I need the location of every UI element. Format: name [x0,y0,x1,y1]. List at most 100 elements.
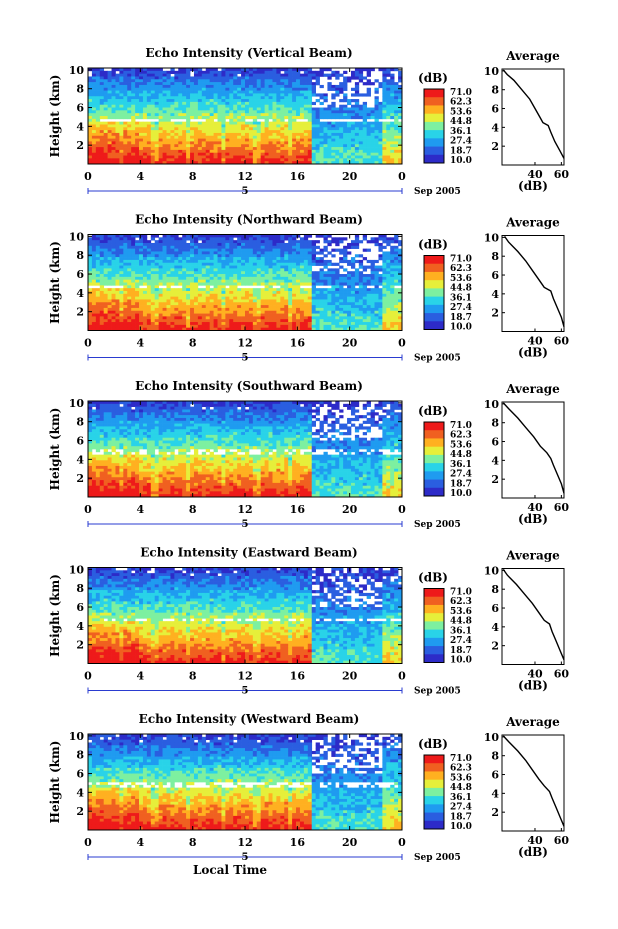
heatmap-cell [319,302,324,306]
heatmap-cell [284,313,289,317]
heatmap-cell [186,302,191,306]
heatmap-cell [272,121,277,125]
heatmap-cell [182,319,187,323]
heatmap-cell [311,107,316,111]
heatmap-cell [327,271,332,275]
heatmap-cell [91,76,97,80]
heatmap-cell [119,68,124,72]
heatmap-cell [174,96,179,100]
heatmap-cell [115,271,120,275]
heatmap-cell [296,161,301,165]
heatmap-cell [327,307,332,312]
heatmap-cell [339,121,344,125]
heatmap-cell [260,138,265,142]
heatmap-cell [197,296,203,300]
heatmap-cell [264,302,269,306]
heatmap-cell [166,132,171,137]
heatmap-cell [245,144,250,148]
heatmap-cell [103,161,108,165]
heatmap-cell [95,276,101,281]
heatmap-cell [382,268,387,272]
heatmap-cell [264,144,269,148]
heatmap-cell [182,107,187,111]
heatmap-cell [174,90,179,94]
heatmap-cell [162,262,167,266]
heatmap-cell [366,282,371,286]
heatmap-cell [91,144,97,148]
heatmap-cell [366,90,371,94]
heatmap-cell [182,322,187,326]
heatmap-cell [323,299,328,303]
heatmap-cell [221,152,226,156]
heatmap-cell [292,305,297,309]
heatmap-cell [119,121,124,125]
heatmap-cell [233,302,238,306]
heatmap-cell [91,121,97,125]
heatmap-cell [103,149,108,154]
heatmap-cell [190,274,195,278]
heatmap-cell [139,234,144,238]
heatmap-cell [272,132,277,137]
heatmap-cell [209,79,214,83]
heatmap-cell [327,107,332,111]
heatmap-cell [225,158,230,162]
heatmap-cell [350,307,356,312]
heatmap-cell [205,265,211,269]
heatmap-cell [131,285,136,289]
heatmap-cell [296,262,301,266]
heatmap-cell [347,276,352,281]
heatmap-cell [241,290,246,295]
heatmap-cell [268,257,273,261]
heatmap-cell [398,132,403,137]
heatmap-cell [178,79,183,83]
heatmap-cell [142,79,148,83]
heatmap-cell [186,149,191,154]
heatmap-cell [142,73,148,77]
heatmap-cell [299,268,305,272]
heatmap-cell [119,299,124,303]
heatmap-cell [201,144,207,148]
heatmap-cell [111,316,116,320]
heatmap-cell [99,296,105,300]
heatmap-cell [296,132,301,137]
heatmap-cell [221,237,226,241]
heatmap-cell [229,285,234,289]
heatmap-cell [170,110,175,114]
heatmap-cell [150,155,156,159]
heatmap-cell [139,262,144,266]
heatmap-cell [99,316,105,320]
heatmap-cell [139,101,144,106]
heatmap-cell [350,324,356,329]
heatmap-cell [221,299,226,303]
heatmap-cell [166,79,171,83]
heatmap-cell [307,127,313,131]
heatmap-cell [237,274,242,278]
heatmap-cell [362,127,368,131]
heatmap-cell [221,251,226,255]
heatmap-cell [323,141,328,145]
heatmap-cell [205,110,211,114]
heatmap-cell [131,242,136,247]
heatmap-cell [398,107,403,111]
heatmap-cell [166,135,171,139]
heatmap-cell [142,313,148,317]
heatmap-cell [288,296,293,300]
heatmap-cell [245,282,250,286]
heatmap-cell [245,161,250,165]
heatmap-cell [154,274,159,278]
heatmap-cell [331,319,336,323]
heatmap-cell [292,104,297,108]
heatmap-cell [350,274,356,278]
heatmap-cell [170,141,175,145]
heatmap-cell [201,121,207,125]
heatmap-cell [284,254,289,258]
heatmap-cell [323,327,328,331]
heatmap-cell [213,327,218,331]
heatmap-cell [390,149,395,154]
x-tick-label: 0 [84,170,92,183]
heatmap-cell [327,279,332,283]
heatmap-cell [299,161,305,165]
heatmap-cell [299,316,305,320]
heatmap-cell [158,319,163,323]
heatmap-cell [209,141,214,145]
